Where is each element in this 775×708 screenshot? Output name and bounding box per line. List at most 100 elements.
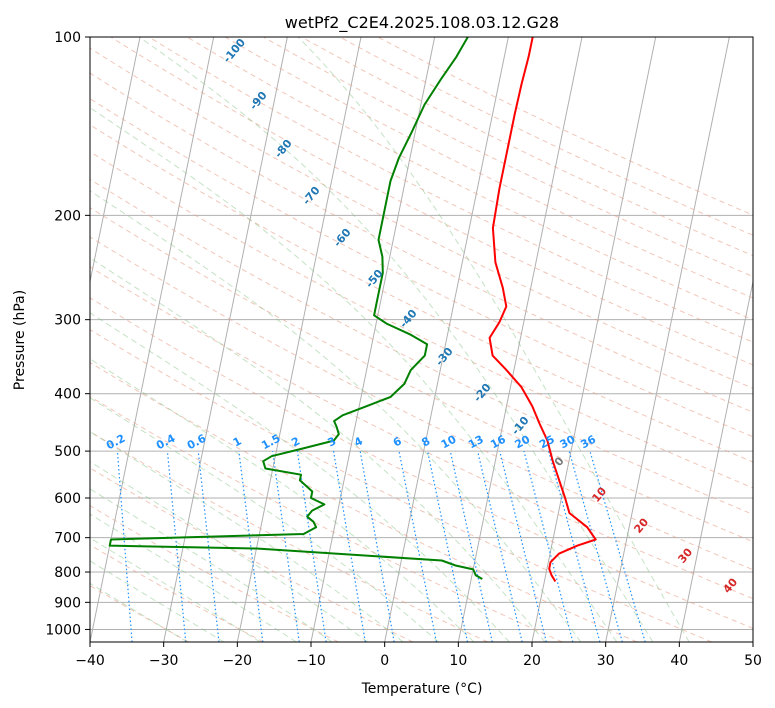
dry-adiabat [90,236,753,571]
isotherm-label: -70 [300,184,323,208]
mixing-ratio-label: 13 [466,433,486,452]
mixing-ratio-label: 30 [558,433,578,452]
dry-adiabat [90,47,753,389]
dry-adiabat [90,329,712,642]
mixing-ratio-line [477,450,523,642]
series-layer [108,37,597,583]
isotherm-label: -20 [471,381,494,405]
moist-adiabat [90,488,333,642]
mixing-ratio-line [296,451,327,642]
moist-adiabat [90,513,297,642]
isotherm-gridline [605,37,730,642]
sounding-profile-line [488,37,597,583]
isotherm-gridline [0,37,66,642]
isotherm-gridline [384,37,509,642]
moist-adiabat [297,37,690,642]
dry-adiabat [90,395,563,642]
mixing-ratio-label: 4 [352,434,365,449]
x-tick-label: −20 [223,653,253,669]
mixing-ratio-line [332,451,366,642]
dry-adiabat [90,124,753,463]
moist-adiabat [90,582,188,642]
mixing-ratio-label: 2 [289,434,302,449]
dry-adiabat [90,430,488,642]
sounding-profile-line [108,37,483,580]
y-tick-label: 500 [54,444,81,460]
x-tick-label: −40 [75,653,105,669]
grid-layer [0,37,753,642]
mixing-ratio-line [523,450,574,642]
dry-adiabat [90,266,753,600]
isotherm-gridline [457,37,583,642]
moist-adiabat [90,537,261,642]
y-axis-label: Pressure (hPa) [12,290,28,390]
dry-adiabat [263,37,753,278]
mixing-ratio-line [271,451,300,642]
y-tick-label: 200 [54,208,81,224]
isotherm-label: -90 [247,89,270,113]
mixing-ratio-line [568,450,623,642]
moist-adiabat [90,461,368,642]
background-lines [90,37,753,642]
isotherm-label: 10 [589,484,609,504]
mixing-ratio-line [197,451,220,642]
dry-adiabat [90,72,753,413]
mixing-ratio-line [398,450,438,642]
dry-adiabat [90,178,753,515]
isotherm-gridline [236,37,362,642]
x-tick-label: 30 [597,653,615,669]
x-tick-label: −30 [149,653,179,669]
moist-adiabat [90,257,546,642]
isotherm-gridline [752,639,753,642]
mixing-ratio-label: 36 [578,433,598,452]
x-axis: −40 −30 −20 −10 0 10 20 30 40 50 [75,642,762,669]
mixing-ratio-label: 0.6 [185,432,209,453]
mixing-ratio-label: 25 [537,433,557,452]
isotherm-label: 40 [720,575,740,595]
chart-title: wetPf2_C2E4.2025.108.03.12.G28 [285,13,559,33]
y-tick-label: 300 [54,313,81,329]
x-tick-label: 50 [744,653,762,669]
isotherm-gridline [531,37,657,642]
isotherm-label: -10 [509,414,532,438]
moist-adiabat [90,107,618,642]
x-tick-label: 0 [380,653,389,669]
mixing-ratio-label: 16 [488,433,508,452]
isotherm-gridline [90,37,215,642]
dry-adiabat [90,98,753,438]
mixing-ratio-label: 8 [419,434,432,449]
mixing-ratio-label: 0.4 [154,432,178,453]
dry-adiabat [90,467,414,642]
label-layer: 0.1 0.2 0.4 0.6 1 1.5 2 3 4 6 8 10 13 16 20 25 30 36-100-… [104,36,740,596]
plot-area: 0.1 0.2 0.4 0.6 1 1.5 2 3 4 6 8 10 13 16 20 25 30 36-100-… [0,36,753,642]
dry-adiabat [90,151,753,489]
mixing-ratio-label: 10 [439,433,459,452]
y-axis: 1000 900 800 700 600 500 400 300 200 100 [45,30,90,638]
isotherm-label: -100 [220,36,248,66]
dry-adiabat [148,37,753,343]
mixing-ratio-label: 0.2 [104,432,127,453]
isotherm-gridline [90,37,141,285]
isotherm-gridline [163,37,288,642]
plot-frame [89,36,754,643]
y-tick-label: 1000 [45,622,81,638]
mixing-ratio-label: 20 [513,433,533,452]
mixing-ratio-line [426,450,469,642]
moist-adiabat [90,560,225,642]
y-tick-label: 800 [54,565,81,581]
isotherm-label: -40 [397,307,420,331]
y-tick-label: 100 [54,30,81,46]
mixing-ratio-line [548,450,601,642]
y-tick-label: 600 [54,491,81,507]
mixing-ratio-line [499,450,547,642]
x-tick-label: 40 [670,653,688,669]
x-axis-label: Temperature (°C) [361,681,483,697]
moist-adiabat [138,37,654,642]
mixing-ratio-label: 1.5 [259,432,282,453]
moist-adiabat [90,312,510,642]
isotherm-gridline [678,279,753,642]
isotherm-label: 20 [631,515,651,535]
moist-adiabat [90,358,475,642]
isotherm-label: 30 [675,545,695,565]
moist-adiabat [90,190,582,642]
